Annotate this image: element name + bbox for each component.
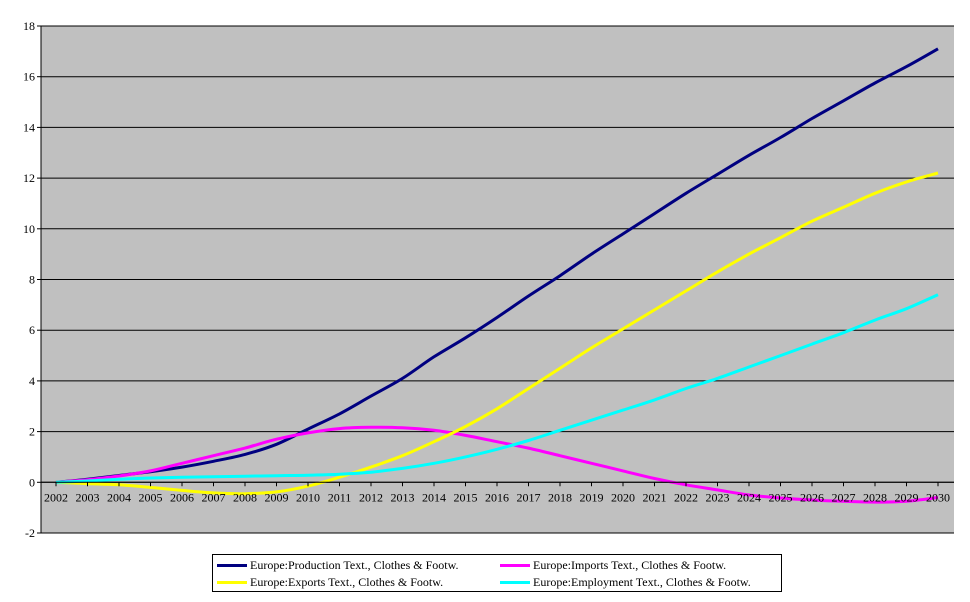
x-tick-label: 2030 (926, 490, 950, 504)
series-line-2 (55, 171, 939, 496)
x-tick-label: 2020 (611, 490, 635, 504)
series-line-3 (55, 293, 939, 484)
x-tick-label: 2029 (895, 490, 919, 504)
x-tick-label: 2007 (202, 490, 226, 504)
x-axis-tick-labels: 2002 2003 2004 2005 2006 2007 2008 2009 2010 2011… (44, 490, 950, 504)
y-tick-label: 12 (23, 171, 35, 185)
y-tick-label: 18 (23, 19, 35, 33)
y-tick-label: 10 (23, 222, 35, 236)
legend: Europe:Production Text., Clothes & Footw… (212, 554, 782, 592)
x-tick-label: 2012 (359, 490, 383, 504)
y-tick-label: -2 (25, 526, 35, 540)
x-tick-label: 2026 (800, 490, 824, 504)
x-tick-label: 2021 (643, 490, 667, 504)
gridlines (41, 25, 954, 534)
series-line-0 (55, 47, 939, 484)
legend-label-production: Europe:Production Text., Clothes & Footw… (250, 557, 459, 572)
y-tick-label: 6 (29, 323, 35, 337)
x-tick-label: 2003 (76, 490, 100, 504)
x-tick-label: 2015 (454, 490, 478, 504)
x-tick-label: 2014 (422, 490, 446, 504)
legend-swatch-exports (217, 580, 247, 584)
x-tick-label: 2022 (674, 490, 698, 504)
x-tick-label: 2010 (296, 490, 320, 504)
x-tick-label: 2018 (548, 490, 572, 504)
series-line-1 (55, 425, 939, 504)
x-tick-label: 2027 (832, 490, 856, 504)
y-tick-label: 0 (29, 475, 35, 489)
x-tick-label: 2009 (265, 490, 289, 504)
legend-swatch-imports (500, 563, 530, 567)
axes (37, 25, 954, 534)
x-tick-label: 2006 (170, 490, 194, 504)
x-tick-label: 2023 (706, 490, 730, 504)
legend-label-imports: Europe:Imports Text., Clothes & Footw. (533, 557, 727, 572)
legend-label-employment: Europe:Employment Text., Clothes & Footw… (533, 574, 751, 589)
x-tick-label: 2008 (233, 490, 257, 504)
x-tick-label: 2004 (107, 490, 131, 504)
x-tick-label: 2002 (44, 490, 68, 504)
x-tick-label: 2017 (517, 490, 541, 504)
x-tick-label: 2024 (737, 490, 761, 504)
y-tick-label: 4 (29, 374, 35, 388)
legend-item-employment: Europe:Employment Text., Clothes & Footw… (500, 574, 751, 590)
legend-item-production: Europe:Production Text., Clothes & Footw… (217, 557, 458, 573)
x-tick-label: 2028 (863, 490, 887, 504)
legend-swatch-employment (500, 580, 530, 584)
x-tick-label: 2019 (580, 490, 604, 504)
y-tick-label: 2 (29, 425, 35, 439)
series-lines (55, 47, 939, 504)
legend-swatch-production (217, 563, 247, 567)
x-tick-label: 2016 (485, 490, 509, 504)
y-tick-label: 14 (23, 120, 35, 134)
y-axis-tick-labels: -2 0 2 4 6 8 10 12 14 16 18 (23, 19, 35, 540)
x-tick-label: 2005 (139, 490, 163, 504)
legend-label-exports: Europe:Exports Text., Clothes & Footw. (250, 574, 444, 589)
x-tick-label: 2011 (328, 490, 352, 504)
legend-item-exports: Europe:Exports Text., Clothes & Footw. (217, 574, 443, 590)
y-tick-label: 16 (23, 70, 35, 84)
legend-item-imports: Europe:Imports Text., Clothes & Footw. (500, 557, 726, 573)
x-tick-label: 2025 (769, 490, 793, 504)
x-tick-label: 2013 (391, 490, 415, 504)
y-tick-label: 8 (29, 273, 35, 287)
